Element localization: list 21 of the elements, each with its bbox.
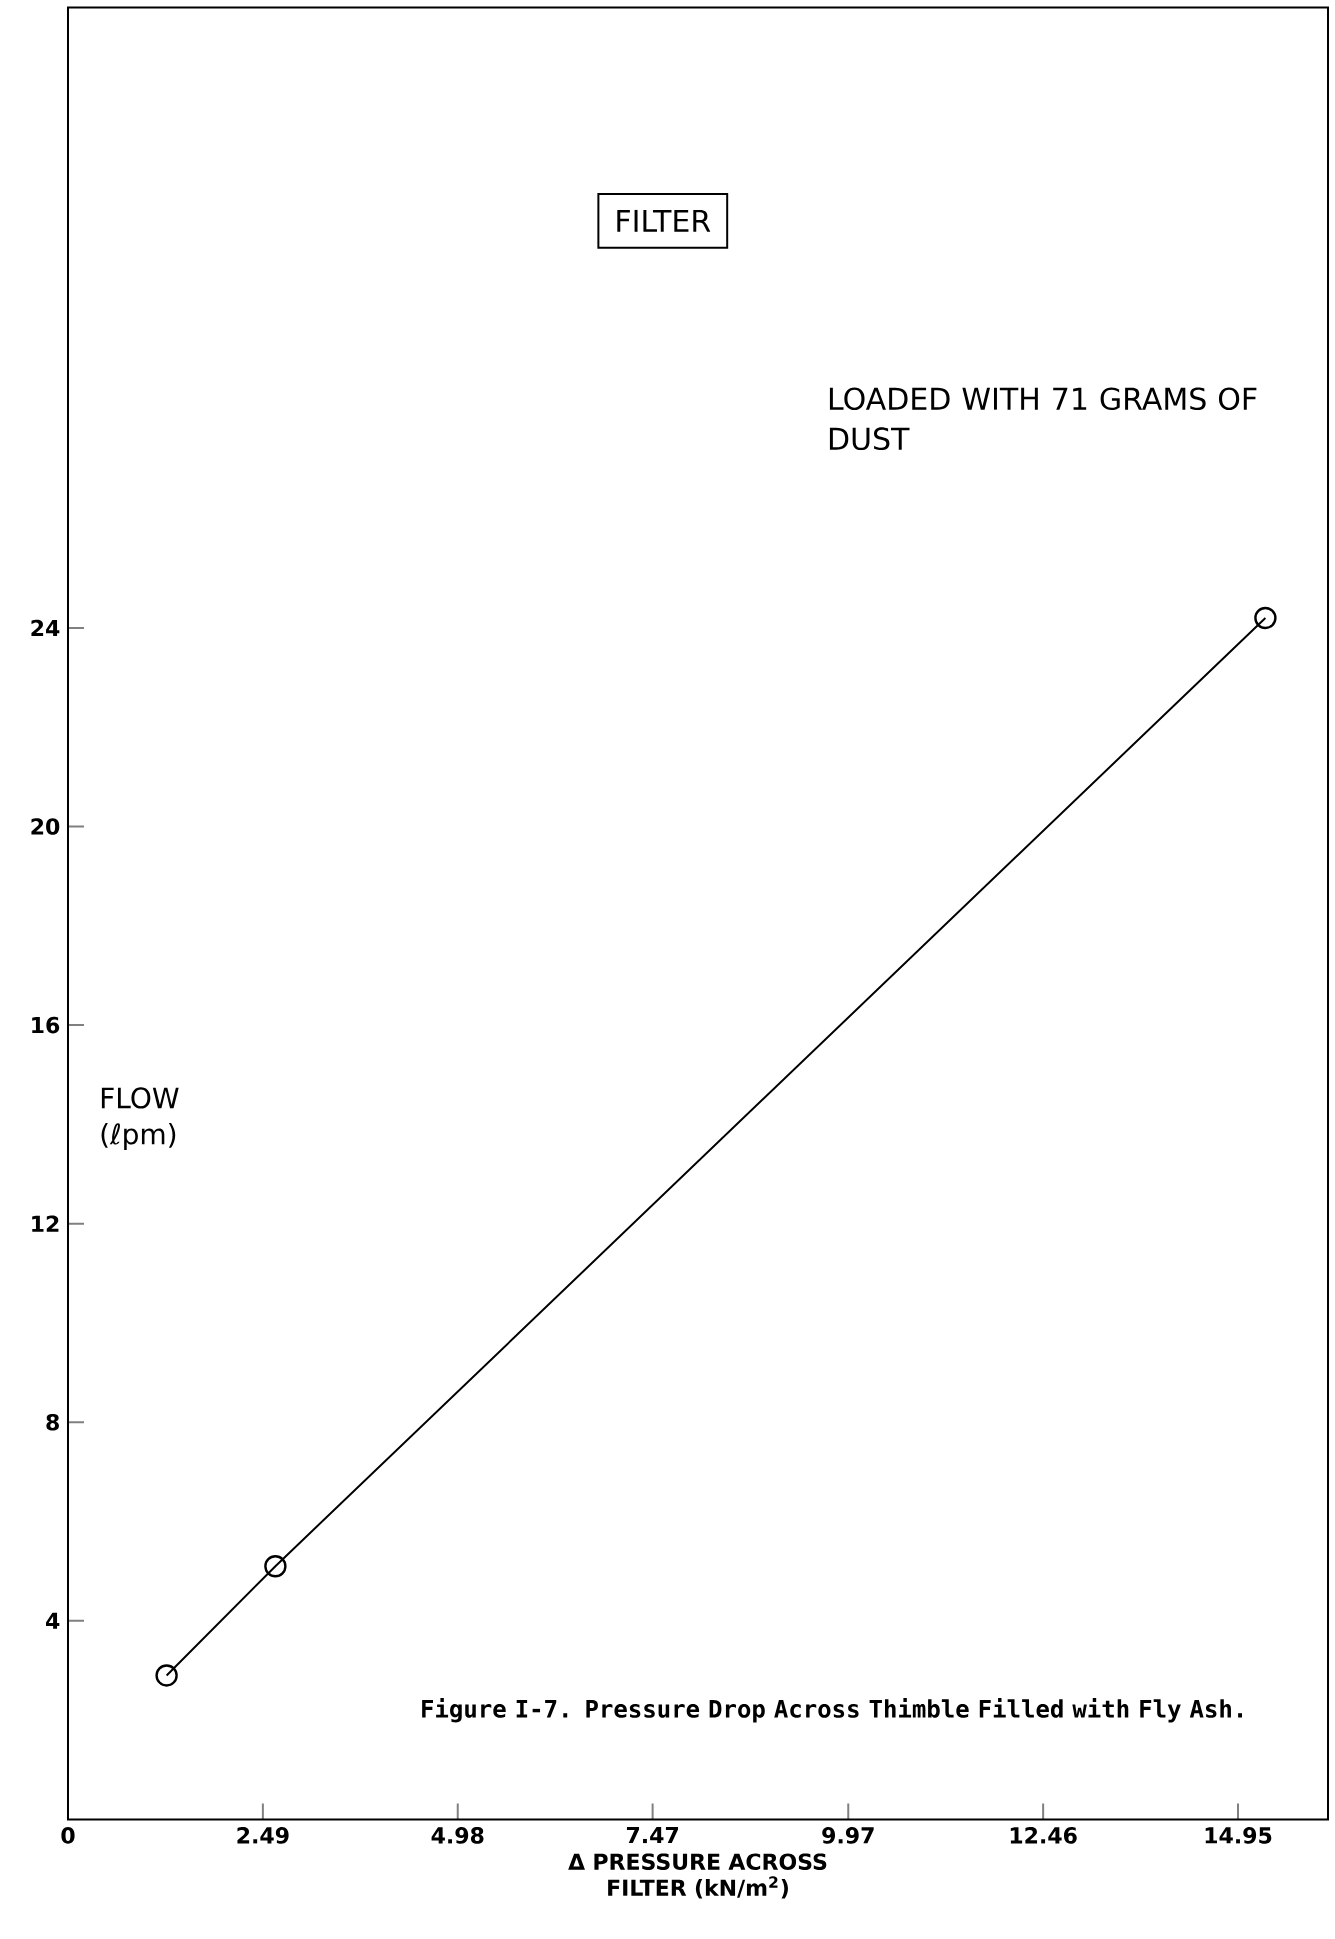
x-axis-title: Δ PRESSURE ACROSS FILTER (kN/m$^{2}$) (568, 1853, 827, 1899)
y-tick-label: 24 (31, 619, 60, 637)
y-tick-label: 16 (32, 1016, 60, 1034)
annotation: LOADED WITH 71 GRAMS OF DUST (829, 387, 1257, 451)
point (264, 1555, 287, 1578)
x-tick-label: 9.97 (822, 1827, 874, 1844)
x-tick-label: 7.47 (626, 1827, 679, 1844)
y-axis-title: FLOW (ℓpm) (101, 1087, 179, 1150)
y-tick-label: 4 (46, 1612, 60, 1629)
point (155, 1664, 178, 1687)
y-tick-label: 8 (46, 1413, 59, 1431)
x-tick-label: 12.46 (1010, 1827, 1077, 1844)
y-tick-label: 12 (32, 1215, 59, 1232)
x-tick-label: 2.49 (237, 1827, 289, 1844)
x-tick-label: 0 (61, 1827, 75, 1844)
point (1254, 606, 1277, 630)
x-tick-label: 14.95 (1205, 1827, 1272, 1844)
x-tick-label: 4.98 (431, 1827, 484, 1844)
text: FILTER (617, 209, 711, 232)
y-tick-label: 20 (31, 818, 60, 835)
annotation: Figure I-7. Pressure Drop Across Thimble Filled with Fly Ash. (422, 1697, 1242, 1723)
